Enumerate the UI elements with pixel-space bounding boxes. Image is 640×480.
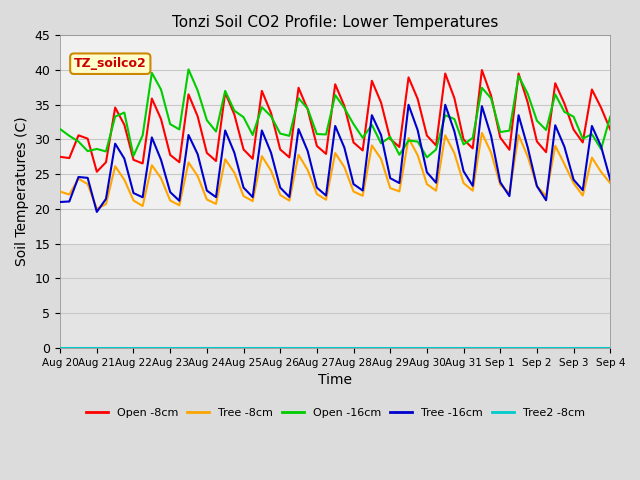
- X-axis label: Time: Time: [318, 373, 352, 387]
- Bar: [60, 244, 611, 348]
- Y-axis label: Soil Temperatures (C): Soil Temperatures (C): [15, 117, 29, 266]
- Text: TZ_soilco2: TZ_soilco2: [74, 57, 147, 70]
- Title: Tonzi Soil CO2 Profile: Lower Temperatures: Tonzi Soil CO2 Profile: Lower Temperatur…: [172, 15, 499, 30]
- Legend: Open -8cm, Tree -8cm, Open -16cm, Tree -16cm, Tree2 -8cm: Open -8cm, Tree -8cm, Open -16cm, Tree -…: [81, 403, 589, 422]
